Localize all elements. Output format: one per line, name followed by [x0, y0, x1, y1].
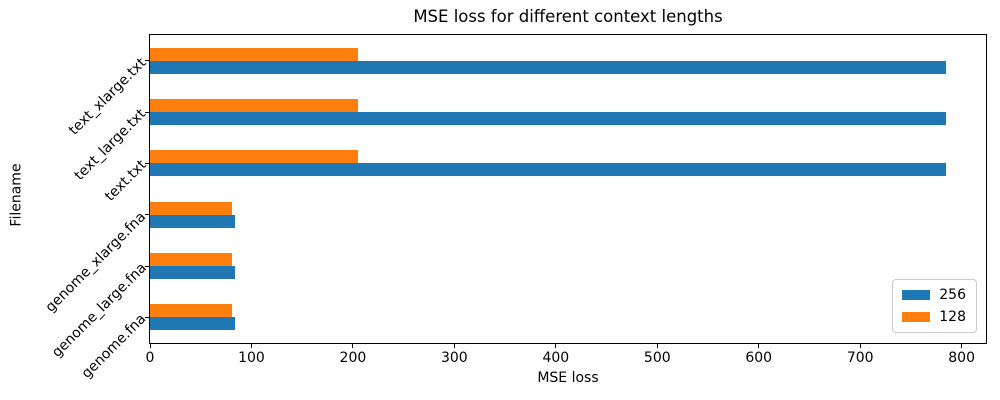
- bar-128-genome_xlarge.fna: [150, 201, 233, 215]
- x-tick-mark: [859, 344, 861, 348]
- bar-256-text.txt: [150, 163, 947, 177]
- x-tick-label: 600: [745, 350, 773, 366]
- bar-128-text_xlarge.txt: [150, 47, 358, 61]
- bar-128-text.txt: [150, 150, 358, 164]
- x-tick-mark: [555, 344, 557, 348]
- x-tick-mark: [656, 344, 658, 348]
- x-tick-label: 100: [238, 350, 265, 366]
- y-tick-label: text.txt: [101, 157, 150, 205]
- legend-label: 256: [939, 287, 966, 303]
- x-tick-mark: [149, 344, 151, 348]
- chart-title: MSE loss for different context lengths: [413, 7, 723, 26]
- legend-swatch-128: [902, 312, 931, 322]
- x-tick-label: 800: [948, 350, 976, 366]
- y-tick-mark: [145, 214, 149, 216]
- y-tick-mark: [145, 111, 149, 113]
- legend-swatch-256: [902, 290, 931, 300]
- legend-item-128: 128: [902, 309, 966, 325]
- x-tick-mark: [453, 344, 455, 348]
- x-tick-label: 200: [339, 350, 367, 366]
- x-tick-mark: [758, 344, 760, 348]
- plot-area: text_xlarge.txt text_large.txt text.txt gen…: [43, 34, 987, 382]
- x-axis-label: MSE loss: [537, 370, 599, 386]
- bar-128-text_large.txt: [150, 99, 358, 112]
- x-tick-label: 0: [145, 350, 155, 366]
- x-tick-mark: [352, 344, 354, 348]
- y-tick-mark: [145, 265, 149, 267]
- legend-item-256: 256: [902, 287, 966, 303]
- bar-128-genome_large.fna: [150, 253, 233, 266]
- x-tick-mark: [961, 344, 963, 348]
- bar-256-genome_xlarge.fna: [150, 214, 236, 228]
- bar-256-genome_large.fna: [150, 266, 236, 279]
- x-tick-label: 500: [643, 350, 671, 366]
- x-tick-label: 300: [440, 350, 468, 366]
- bar-256-text_xlarge.txt: [150, 60, 947, 74]
- legend: 256 128: [892, 279, 977, 333]
- legend-label: 128: [939, 309, 966, 325]
- y-tick-mark: [145, 162, 149, 164]
- y-tick-label: genome_large.fna: [48, 259, 150, 361]
- y-tick-mark: [145, 316, 149, 318]
- x-tick-label: 700: [846, 350, 874, 366]
- bar-256-genome.fna: [150, 317, 236, 331]
- y-axis-label: Filename: [8, 163, 25, 227]
- bar-256-text_large.txt: [150, 112, 947, 125]
- y-tick-mark: [145, 60, 149, 62]
- bar-128-genome.fna: [150, 304, 233, 318]
- x-tick-label: 400: [542, 350, 570, 366]
- y-tick-label: genome_xlarge.fna: [42, 208, 150, 316]
- x-tick-mark: [250, 344, 252, 348]
